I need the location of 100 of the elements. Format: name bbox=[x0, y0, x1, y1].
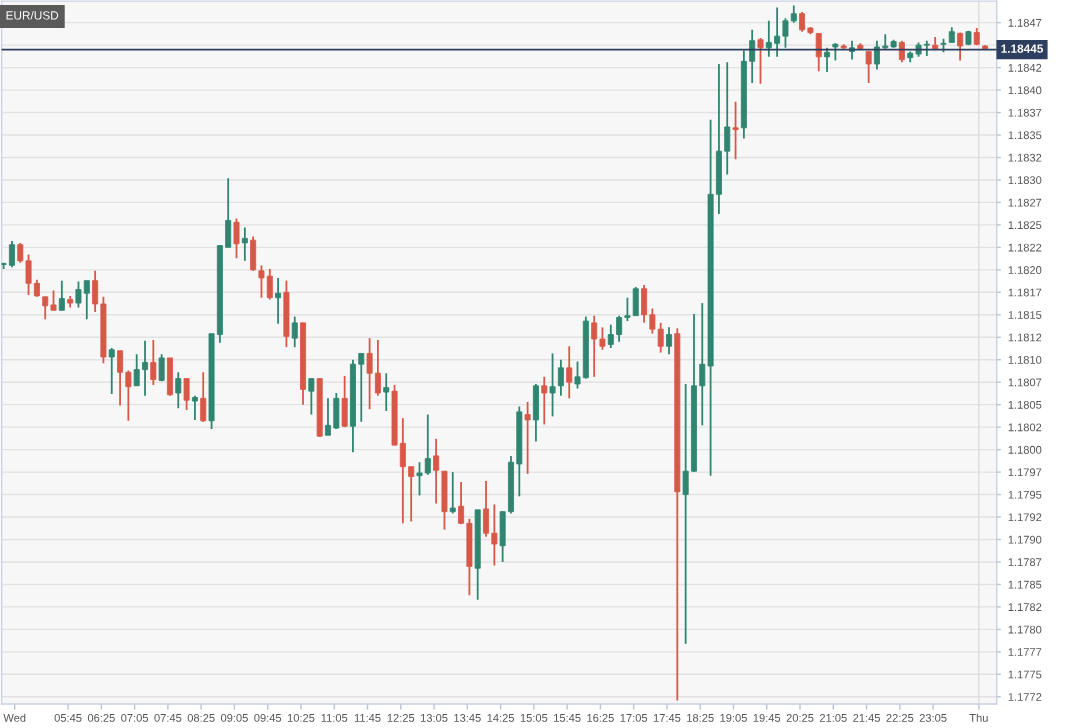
candlestick bbox=[566, 345, 573, 400]
text: EUR/USD bbox=[6, 10, 59, 20]
y-tick-label: 1.1802 bbox=[1008, 423, 1042, 432]
candlestick bbox=[957, 31, 964, 62]
y-tick-label: 1.1777 bbox=[1008, 648, 1042, 656]
x-tick-label: 12:25 bbox=[387, 713, 415, 722]
candlestick bbox=[42, 295, 49, 321]
x-tick-label: 13:05 bbox=[420, 713, 448, 722]
candlestick bbox=[815, 32, 822, 73]
x-tick-label: 11:45 bbox=[354, 714, 381, 722]
y-tick-label: 1.1792 bbox=[1008, 513, 1042, 522]
ref-line-label: 1.18445 bbox=[1001, 44, 1044, 53]
candlestick bbox=[424, 413, 431, 476]
y-tick-label: 1.1835 bbox=[1008, 131, 1042, 140]
candlestick bbox=[557, 358, 564, 397]
x-tick-label: 11:05 bbox=[321, 713, 348, 722]
candlestick bbox=[699, 302, 706, 427]
x-tick-label: Wed bbox=[3, 713, 26, 722]
candlestick bbox=[275, 277, 282, 325]
candlestick bbox=[133, 353, 140, 387]
candlestick bbox=[732, 100, 739, 161]
candlestick bbox=[291, 315, 298, 349]
x-tick-label: 08:25 bbox=[187, 713, 215, 722]
x-tick-label: 05:45 bbox=[54, 713, 82, 722]
y-tick-label: 1.1820 bbox=[1008, 266, 1042, 274]
candlestick bbox=[324, 397, 331, 437]
x-tick-label: 09:05 bbox=[220, 713, 248, 722]
x-tick-label: 07:05 bbox=[121, 713, 149, 722]
y-tick-label: 1.1782 bbox=[1008, 603, 1042, 612]
candlestick bbox=[308, 377, 315, 416]
y-tick-label: 1.1795 bbox=[1008, 490, 1042, 499]
candlestick bbox=[8, 240, 15, 269]
candlestick bbox=[765, 19, 772, 58]
x-tick-label: 06:25 bbox=[87, 713, 115, 722]
candlestick bbox=[599, 326, 606, 351]
x-tick-label: 23:05 bbox=[919, 713, 947, 722]
candlestick bbox=[607, 323, 614, 349]
y-tick-label: 1.1822 bbox=[1008, 243, 1042, 252]
candlestick bbox=[549, 352, 556, 418]
candlestick bbox=[524, 401, 531, 475]
y-tick-label: 1.1787 bbox=[1008, 558, 1042, 567]
candlestick bbox=[449, 471, 456, 515]
candlestick bbox=[682, 383, 689, 645]
y-tick-label: 1.1797 bbox=[1008, 468, 1042, 477]
x-tick-label: 17:05 bbox=[620, 713, 648, 722]
candlestick bbox=[416, 461, 423, 497]
x-tick-label: 15:45 bbox=[554, 714, 581, 722]
candlestick bbox=[749, 28, 756, 84]
candlestick bbox=[799, 10, 806, 33]
y-tick-label: 1.1817 bbox=[1008, 288, 1042, 297]
y-tick-label: 1.1827 bbox=[1008, 198, 1042, 207]
candlestick bbox=[757, 37, 764, 85]
candlestick bbox=[142, 339, 149, 397]
y-tick-label: 1.1842 bbox=[1008, 63, 1042, 72]
candlestick bbox=[233, 217, 240, 260]
candlestick bbox=[108, 347, 115, 395]
y-tick-label: 1.1812 bbox=[1008, 333, 1042, 342]
candlestick bbox=[616, 314, 623, 343]
y-tick-label: 1.1780 bbox=[1008, 625, 1042, 634]
x-tick-label: 21:05 bbox=[819, 713, 847, 722]
y-tick-label: 1.1837 bbox=[1008, 108, 1042, 117]
candlestick bbox=[541, 375, 548, 426]
y-tick-label: 1.1815 bbox=[1008, 311, 1042, 319]
candlestick bbox=[50, 289, 57, 312]
candlestick bbox=[591, 314, 598, 378]
candlestick bbox=[17, 241, 24, 264]
candlestick bbox=[865, 50, 872, 84]
candlestick bbox=[574, 360, 581, 390]
candlestick bbox=[366, 337, 373, 411]
candlestick bbox=[491, 503, 498, 567]
candlestick bbox=[75, 280, 82, 309]
y-tick-label: 1.1785 bbox=[1008, 580, 1042, 589]
x-tick-label: 07:45 bbox=[154, 713, 182, 722]
y-tick-label: 1.1825 bbox=[1008, 221, 1042, 230]
candlestick bbox=[399, 417, 406, 525]
candlestick bbox=[266, 268, 273, 301]
x-tick-label: 17:45 bbox=[653, 714, 681, 722]
candlestick bbox=[666, 326, 673, 356]
x-tick-label: 16:25 bbox=[587, 713, 614, 722]
candlestick bbox=[873, 39, 880, 71]
candlestick bbox=[191, 394, 198, 421]
candlestick bbox=[158, 353, 165, 383]
y-tick-label: 1.1840 bbox=[1008, 86, 1042, 95]
candlestick bbox=[374, 339, 381, 397]
x-tick-label: 09:45 bbox=[254, 713, 282, 722]
y-tick-label: 1.1790 bbox=[1008, 535, 1042, 544]
candlestick bbox=[175, 371, 182, 410]
y-tick-label: 1.1807 bbox=[1008, 378, 1042, 387]
x-tick-label: 10:25 bbox=[287, 713, 315, 722]
y-tick-label: 1.1800 bbox=[1008, 445, 1042, 454]
x-tick-label: 18:25 bbox=[687, 713, 714, 722]
x-tick-label: 13:45 bbox=[454, 713, 481, 722]
candlestick bbox=[624, 296, 631, 322]
x-tick-label: 14:25 bbox=[487, 713, 515, 722]
candlestick bbox=[92, 269, 99, 313]
y-tick-label: 1.1830 bbox=[1008, 176, 1042, 185]
candlestick bbox=[25, 253, 32, 296]
candlestick bbox=[774, 6, 781, 58]
y-tick-label: 1.1832 bbox=[1008, 153, 1042, 162]
candlestick bbox=[183, 377, 190, 411]
